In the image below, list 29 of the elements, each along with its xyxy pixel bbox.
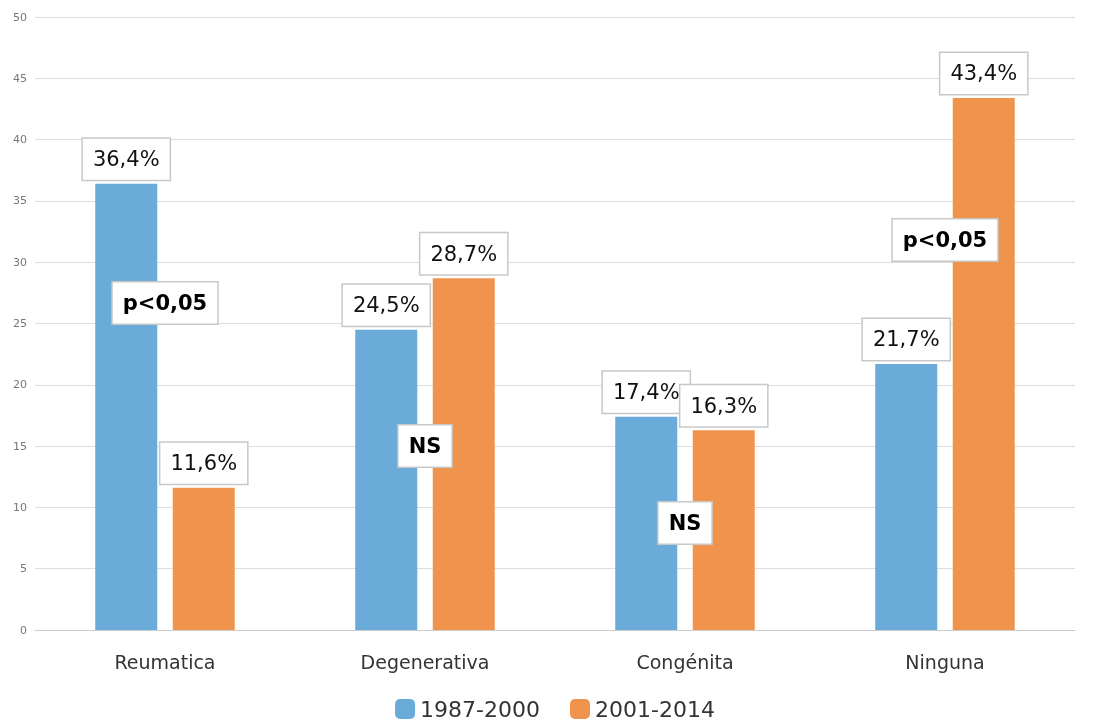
y-tick-label: 50 [13, 10, 27, 24]
y-tick-label: 15 [13, 439, 27, 453]
y-tick-label: 30 [13, 255, 27, 269]
y-tick-label: 20 [13, 378, 27, 392]
legend-label: 2001-2014 [595, 696, 715, 722]
data-label: 24,5% [352, 293, 420, 318]
data-label: 17,4% [612, 380, 680, 405]
y-tick-label: 25 [13, 317, 27, 330]
x-tick-label: Congénita [636, 650, 734, 673]
y-tick-label: 0 [20, 623, 27, 637]
y-tick-label: 35 [13, 194, 27, 208]
annotation: p<0,05 [122, 291, 208, 315]
y-tick-label: 45 [13, 71, 27, 85]
y-tick-label: 10 [13, 500, 27, 514]
annotation: p<0,05 [902, 228, 988, 252]
data-label: 43,4% [950, 61, 1018, 86]
annotation: NS [668, 511, 702, 535]
data-label: 11,6% [170, 451, 238, 476]
data-label: 21,7% [872, 327, 940, 352]
y-tick-label: 40 [13, 133, 27, 147]
y-tick-label: 5 [20, 562, 27, 576]
data-label: 28,7% [430, 241, 498, 266]
data-label: 16,3% [690, 393, 758, 418]
legend-label: 1987-2000 [420, 696, 541, 722]
annotation: NS [408, 434, 442, 458]
x-tick-label: Degenerativa [360, 650, 490, 673]
x-tick-label: Reumatica [114, 650, 216, 673]
x-tick-label: Ninguna [905, 650, 985, 673]
data-label: 36,4% [92, 147, 160, 172]
